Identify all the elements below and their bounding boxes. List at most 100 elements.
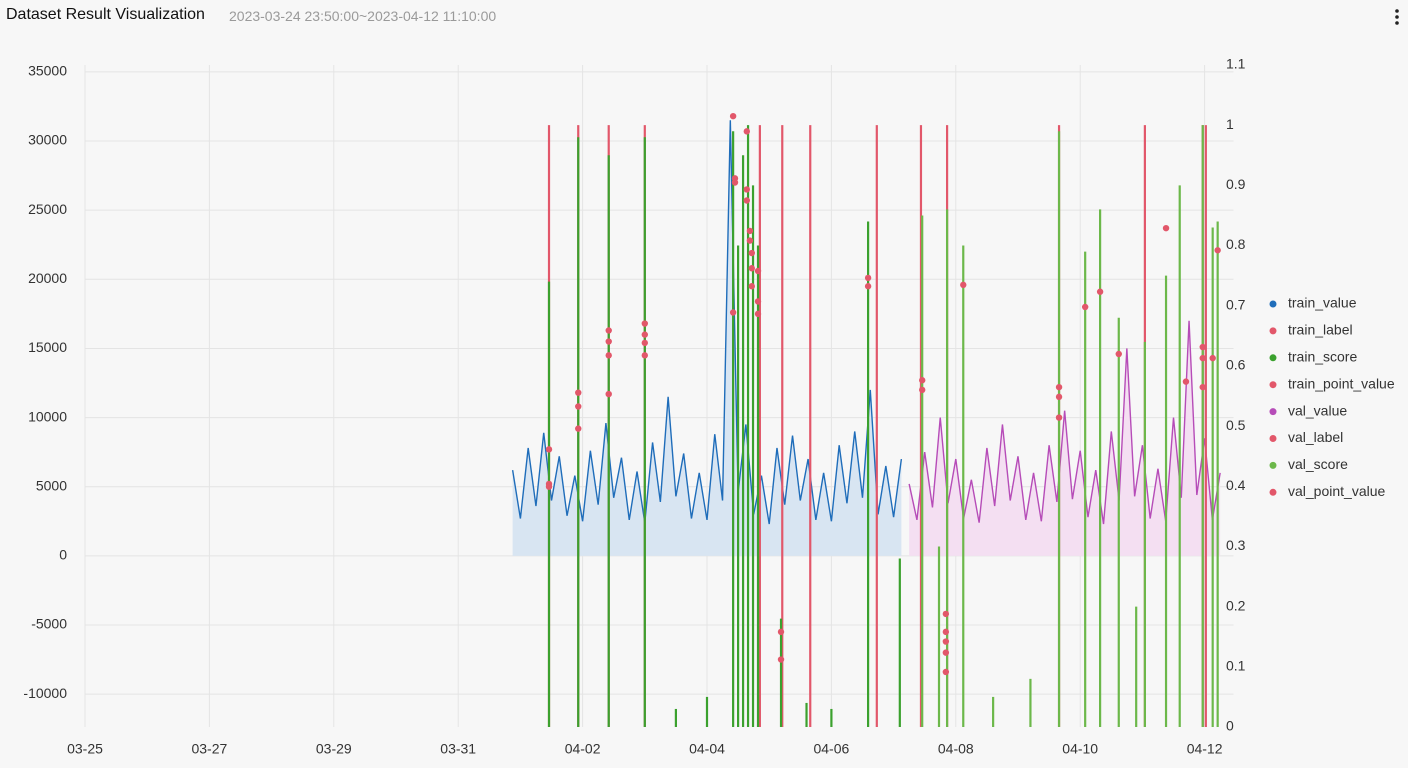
x-tick-label: 04-04 xyxy=(689,741,725,757)
point xyxy=(605,338,612,345)
y2-tick-label: 0.3 xyxy=(1226,537,1246,553)
point xyxy=(641,352,648,359)
y2-tick-label: 0.4 xyxy=(1226,477,1246,493)
y-tick-label: -5000 xyxy=(31,616,67,632)
legend-swatch xyxy=(1269,327,1277,335)
y-tick-label: 25000 xyxy=(28,201,67,217)
point xyxy=(641,331,648,338)
point xyxy=(545,446,553,453)
point xyxy=(729,112,737,120)
point xyxy=(1096,288,1104,295)
point xyxy=(919,386,926,394)
point xyxy=(605,327,612,334)
point xyxy=(1199,354,1206,362)
point xyxy=(641,320,648,327)
point xyxy=(942,638,950,645)
point xyxy=(1199,343,1206,351)
legend-label: val_point_value xyxy=(1288,483,1386,499)
legend-label: train_label xyxy=(1288,322,1353,338)
point xyxy=(746,227,754,235)
y2-tick-label: 0.7 xyxy=(1226,296,1246,312)
point xyxy=(1182,378,1190,385)
y2-tick-label: 0.1 xyxy=(1226,658,1246,674)
point xyxy=(919,377,926,384)
x-tick-label: 04-02 xyxy=(565,741,601,757)
legend-label: train_point_value xyxy=(1288,375,1395,391)
point xyxy=(960,281,967,289)
point xyxy=(754,267,762,275)
y2-tick-label: 0.8 xyxy=(1226,236,1246,252)
y-tick-label: 20000 xyxy=(28,270,67,286)
y2-tick-label: 0.9 xyxy=(1226,176,1246,192)
y2-tick-label: 1.1 xyxy=(1226,56,1246,72)
point xyxy=(942,610,950,618)
legend-label: val_value xyxy=(1288,402,1347,418)
point xyxy=(748,249,755,257)
x-tick-label: 04-08 xyxy=(938,741,974,757)
y-tick-label: -10000 xyxy=(23,685,67,701)
point xyxy=(864,283,872,290)
legend-label: train_score xyxy=(1288,349,1357,365)
point xyxy=(575,389,582,396)
point xyxy=(729,309,737,316)
point xyxy=(746,237,754,244)
point xyxy=(605,352,612,359)
y-tick-label: 30000 xyxy=(28,132,67,148)
y-tick-label: 15000 xyxy=(28,339,67,355)
point xyxy=(1162,224,1170,232)
legend-label: val_score xyxy=(1288,456,1348,472)
point xyxy=(777,628,785,636)
legend-swatch xyxy=(1269,354,1277,362)
point xyxy=(754,298,762,305)
point xyxy=(641,339,648,347)
x-tick-label: 04-12 xyxy=(1187,741,1223,757)
point xyxy=(864,274,872,282)
point xyxy=(743,128,751,135)
point xyxy=(605,390,612,398)
page-title: Dataset Result Visualization xyxy=(6,6,205,23)
y-tick-label: 0 xyxy=(59,547,67,563)
point xyxy=(1055,414,1063,421)
more-menu[interactable] xyxy=(1390,6,1404,28)
y2-tick-label: 0.5 xyxy=(1226,417,1246,433)
legend-swatch xyxy=(1269,381,1277,389)
point xyxy=(748,265,755,272)
point xyxy=(575,403,582,410)
point xyxy=(942,628,950,636)
legend-label: val_label xyxy=(1288,429,1343,445)
x-tick-label: 04-06 xyxy=(813,741,849,757)
point xyxy=(1209,354,1216,362)
legend-swatch xyxy=(1269,408,1277,416)
point xyxy=(731,179,739,186)
point xyxy=(545,483,553,490)
y-tick-label: 10000 xyxy=(28,408,67,424)
point xyxy=(754,310,762,318)
y2-tick-label: 0 xyxy=(1226,718,1234,734)
point xyxy=(942,668,950,676)
y2-tick-label: 0.2 xyxy=(1226,597,1246,613)
series-line xyxy=(908,320,1221,525)
point xyxy=(1055,383,1063,391)
x-tick-label: 03-25 xyxy=(67,741,103,757)
point xyxy=(1115,350,1122,358)
point xyxy=(575,425,582,432)
point xyxy=(777,656,785,663)
y2-tick-label: 0.6 xyxy=(1226,357,1246,373)
point xyxy=(743,197,751,204)
legend-swatch xyxy=(1269,435,1277,442)
point xyxy=(748,283,755,290)
point xyxy=(1199,383,1206,391)
y2-tick-label: 1 xyxy=(1226,116,1234,132)
point xyxy=(743,186,751,193)
point xyxy=(1214,247,1221,254)
x-tick-label: 03-31 xyxy=(440,741,476,757)
x-tick-label: 04-10 xyxy=(1062,741,1098,757)
legend-swatch xyxy=(1269,488,1277,496)
point xyxy=(1081,303,1089,311)
y-tick-label: 5000 xyxy=(36,477,67,493)
x-tick-label: 03-27 xyxy=(191,741,227,757)
x-tick-label: 03-29 xyxy=(316,741,352,757)
legend-swatch xyxy=(1269,461,1277,469)
